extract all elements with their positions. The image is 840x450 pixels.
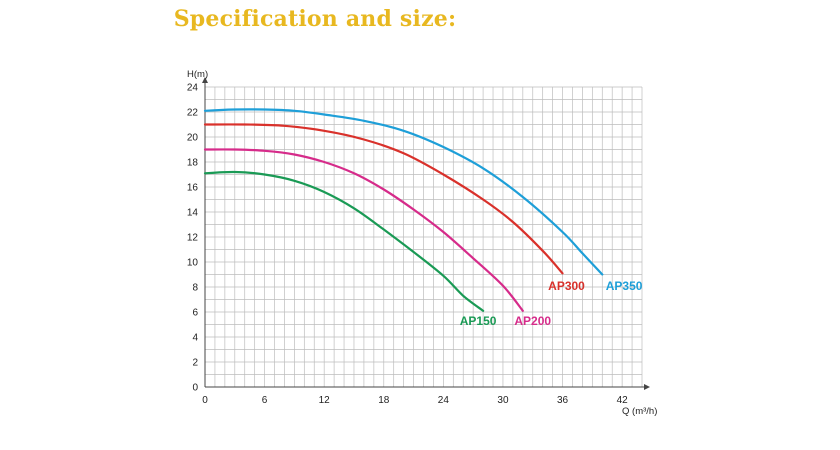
chart-axes [202,77,650,390]
series-label-ap350: AP350 [606,279,643,293]
chart-series-labels: AP150 AP200 AP300 AP350 [460,279,643,328]
x-tick-label: 0 [202,395,208,406]
series-line-ap200 [203,148,524,312]
y-tick-label: 22 [187,108,199,119]
x-axis-arrow [644,384,650,390]
y-tick-label: 24 [187,83,199,94]
x-tick-label: 36 [557,395,569,406]
series-label-ap150: AP150 [460,314,497,328]
series-line-ap350 [203,108,604,276]
x-tick-label: 30 [497,395,509,406]
y-tick-label: 8 [192,283,198,294]
y-tick-label: 12 [187,233,199,244]
series-label-ap200: AP200 [514,314,551,328]
y-tick-label: 6 [192,308,198,319]
series-line-ap300 [203,123,564,275]
y-axis-arrow [202,77,208,83]
y-axis-label: H(m) [187,69,208,80]
x-axis-label: Q (m³/h) [622,406,657,417]
y-tick-label: 18 [187,158,199,169]
y-tick-label: 10 [187,258,199,269]
x-tick-label: 18 [378,395,390,406]
y-tick-label: 2 [192,358,198,369]
y-tick-label: 14 [187,208,199,219]
series-label-ap300: AP300 [548,279,585,293]
chart-grid [204,86,643,388]
x-tick-label: 12 [319,395,331,406]
y-tick-label: 4 [192,333,198,344]
x-tick-label: 42 [617,395,629,406]
y-tick-label: 16 [187,183,199,194]
series-line-ap150 [203,170,485,312]
page-title: Specification and size: [173,6,457,32]
y-tick-label: 20 [187,133,199,144]
x-tick-label: 24 [438,395,450,406]
x-tick-label: 6 [262,395,268,406]
chart-series [203,108,604,312]
y-tick-label: 0 [192,383,198,394]
